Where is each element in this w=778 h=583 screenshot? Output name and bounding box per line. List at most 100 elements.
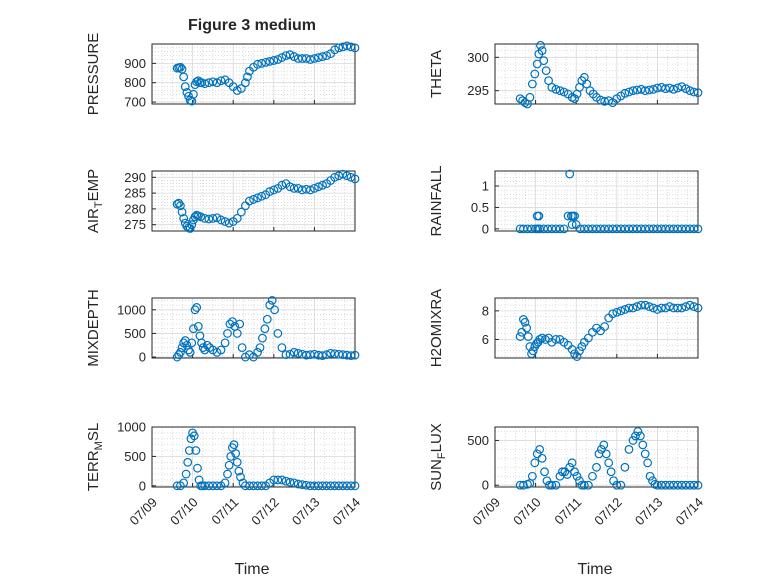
data-point — [257, 191, 267, 201]
axes-mixdepth: 0 500 1000 MIXDEPTH — [85, 289, 360, 367]
y-tick-label: 900 — [124, 56, 146, 71]
data-point — [260, 324, 270, 334]
data-point — [326, 348, 336, 358]
y-tick-label: 0 — [482, 221, 489, 236]
data-point — [631, 431, 640, 441]
axes-frame — [494, 43, 699, 105]
data-point — [330, 349, 340, 359]
y-tick-label: 500 — [124, 326, 146, 341]
y-tick-label: 280 — [124, 201, 146, 216]
data-point — [270, 305, 280, 315]
data-point — [192, 303, 202, 312]
data-point — [182, 340, 192, 350]
data-point — [223, 329, 232, 338]
data-point — [350, 174, 360, 184]
data-point — [185, 347, 195, 357]
data-point — [189, 431, 199, 441]
axes-pressure: 700 800 900 PRESSURE — [85, 33, 360, 116]
data-point — [293, 348, 303, 358]
data-point — [204, 214, 214, 224]
axes-frame — [494, 297, 699, 359]
data-point — [216, 345, 226, 355]
data-point — [519, 480, 528, 490]
data-point — [293, 183, 303, 193]
data-point — [644, 85, 654, 95]
data-point — [314, 182, 323, 192]
series-terr-msl — [172, 428, 360, 491]
axes-frame — [151, 297, 356, 359]
data-point — [334, 43, 344, 53]
grid-mixdepth — [151, 298, 356, 358]
data-point — [673, 303, 683, 313]
data-point — [183, 457, 193, 467]
data-point — [577, 342, 587, 351]
series-mixdepth — [172, 295, 360, 362]
data-point — [570, 467, 579, 477]
y-tick-label: 300 — [467, 50, 489, 65]
data-point — [269, 56, 279, 65]
data-point — [616, 480, 626, 490]
data-point — [216, 76, 226, 86]
data-point — [604, 458, 614, 468]
data-point — [179, 213, 189, 223]
data-point — [520, 317, 530, 327]
data-point — [624, 87, 634, 97]
series-pressure — [172, 41, 360, 106]
data-point — [527, 79, 537, 89]
data-point — [530, 69, 540, 79]
data-point — [322, 51, 331, 61]
y-tick-label: 800 — [124, 75, 146, 90]
data-point — [693, 88, 703, 98]
data-point — [346, 42, 356, 52]
data-point — [235, 319, 245, 329]
data-point — [257, 58, 267, 68]
data-point — [640, 86, 650, 96]
data-point — [277, 343, 287, 353]
data-point — [572, 352, 582, 361]
data-point — [285, 50, 295, 60]
data-point — [225, 319, 235, 329]
y-tick-label: 0 — [139, 478, 146, 493]
data-point — [689, 480, 699, 490]
y-axis-label-theta: THETA — [428, 50, 445, 98]
data-point — [541, 66, 551, 76]
data-point — [334, 349, 344, 359]
data-point — [628, 303, 638, 313]
axes-h2omixra: 6 8 H2OMIXRA — [428, 289, 703, 367]
data-point — [525, 92, 535, 102]
y-tick-label: 0 — [482, 478, 489, 493]
data-point — [342, 41, 352, 51]
data-point — [281, 350, 291, 360]
data-point — [273, 329, 283, 338]
data-point — [635, 431, 645, 441]
data-point — [174, 350, 184, 360]
data-point — [281, 476, 291, 486]
data-point — [624, 303, 634, 313]
y-tick-label: 295 — [467, 83, 489, 98]
data-point — [572, 471, 582, 481]
data-point — [350, 43, 360, 53]
axes-frame — [151, 170, 356, 232]
series-rainfall — [515, 169, 703, 234]
data-point — [596, 444, 606, 454]
y-tick-label: 1 — [482, 179, 489, 194]
data-point — [196, 212, 206, 222]
data-point — [249, 195, 258, 204]
data-point — [624, 444, 634, 454]
data-point — [563, 211, 573, 221]
data-point — [297, 480, 307, 490]
data-point — [285, 182, 295, 192]
x-tick-label: 07/13 — [632, 495, 666, 529]
data-point — [190, 305, 200, 315]
y-tick-label: 0.5 — [471, 200, 489, 215]
data-point — [565, 462, 575, 472]
data-point — [182, 87, 192, 97]
data-point — [193, 321, 203, 331]
x-tick-label: 07/14 — [673, 495, 707, 529]
data-point — [277, 180, 287, 190]
y-axis-label-pressure: PRESSURE — [85, 33, 102, 116]
data-point — [338, 350, 348, 360]
y-tick-label: 290 — [124, 170, 146, 185]
axes-sun-flux: 0 500 07/09 07/10 07/11 07/12 07/13 07/14 SUNFLU… — [428, 423, 706, 528]
data-point — [253, 347, 262, 357]
